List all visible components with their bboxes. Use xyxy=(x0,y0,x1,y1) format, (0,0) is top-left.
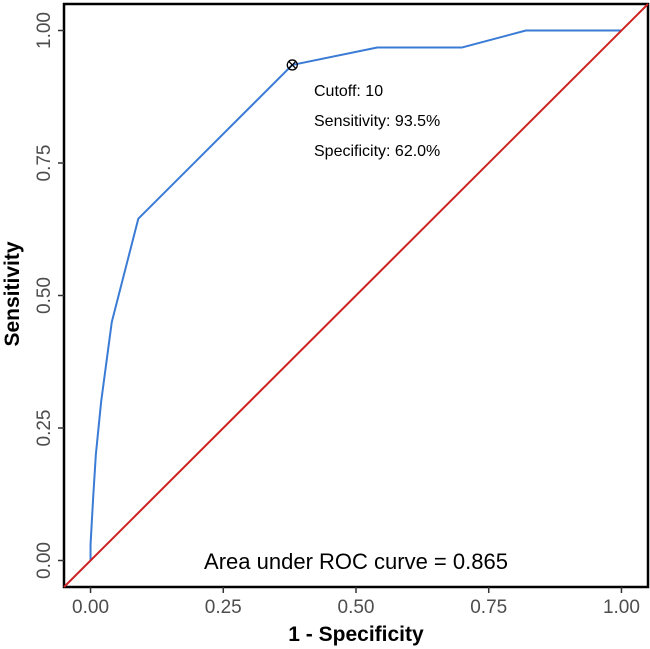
y-tick-label: 1.00 xyxy=(34,12,55,49)
annotation-cutoff: Cutoff: 10 xyxy=(314,83,383,100)
y-axis-title: Sensitivity xyxy=(1,241,24,346)
annotation-auc: Area under ROC curve = 0.865 xyxy=(204,549,508,574)
x-axis-title: 1 - Specificity xyxy=(288,623,424,646)
roc-curve-line xyxy=(89,29,622,561)
x-tick-label: 0.75 xyxy=(470,597,507,618)
x-tick-label: 1.00 xyxy=(603,597,640,618)
x-tick-label: 0.00 xyxy=(72,597,109,618)
annotation-sensitivity: Sensitivity: 93.5% xyxy=(314,113,440,130)
cutoff-point-marker xyxy=(286,59,298,71)
y-tick-label: 0.25 xyxy=(34,410,55,447)
x-tick-label: 0.50 xyxy=(338,597,375,618)
y-tick-label: 0.50 xyxy=(34,277,55,314)
reference-diagonal-line xyxy=(63,3,649,588)
x-tick-label: 0.25 xyxy=(205,597,242,618)
y-tick-label: 0.00 xyxy=(34,542,55,579)
y-tick-label: 0.75 xyxy=(34,145,55,182)
annotation-specificity: Specificity: 62.0% xyxy=(314,143,440,160)
